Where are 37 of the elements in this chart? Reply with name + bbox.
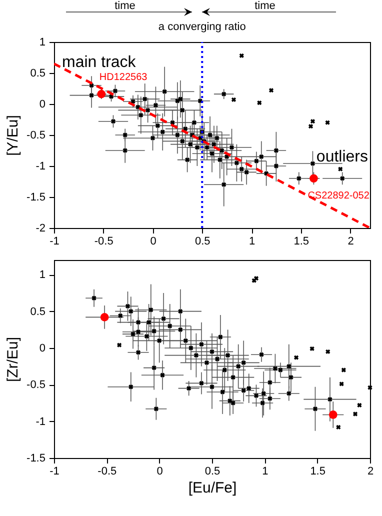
y-axis-title: [Zr/Eu] xyxy=(4,336,22,382)
y-tick-label: 0 xyxy=(39,342,46,354)
y-tick-label: -0.5 xyxy=(26,130,46,142)
x-tick-label: 0 xyxy=(150,236,156,248)
y-tick-label: 1 xyxy=(39,269,46,282)
annotation: HD122563 xyxy=(99,72,148,84)
x-tick-label: 0.5 xyxy=(204,466,220,478)
annotation: CS22892-052 xyxy=(308,190,370,202)
text: time xyxy=(254,0,276,12)
y-tick-label: -1.5 xyxy=(26,452,46,464)
ref-line-label: a converging ratio xyxy=(158,21,246,33)
x-tick-label: 0 xyxy=(156,466,163,478)
y-tick-label: 0.5 xyxy=(30,306,46,318)
y-tick-label: -0.5 xyxy=(26,379,46,392)
x-axis-title: [Eu/Fe] xyxy=(188,480,237,496)
x-tick-label: 1.5 xyxy=(310,466,326,478)
x-tick-label: 0.5 xyxy=(194,236,210,248)
x-tick-label: -0.5 xyxy=(98,466,117,478)
x-tick-label: 1.5 xyxy=(294,236,310,248)
x-tick-label: -1 xyxy=(50,466,60,478)
annotation: main track xyxy=(62,54,137,71)
y-tick-label: 1 xyxy=(39,36,46,48)
x-tick-label: 2 xyxy=(367,466,374,478)
x-tick-label: 1 xyxy=(262,466,268,478)
annotation: outliers xyxy=(316,148,368,166)
y-tick-label: -1.5 xyxy=(26,192,46,204)
y-tick-label: -1 xyxy=(36,416,46,428)
x-tick-label: 1 xyxy=(248,236,256,248)
x-tick-label: -1 xyxy=(50,236,60,248)
text: time xyxy=(114,0,136,12)
y-tick-label: 0 xyxy=(39,98,46,110)
y-axis-title: [Y/Eu] xyxy=(4,115,22,156)
x-tick-label: -0.5 xyxy=(94,236,114,248)
y-tick-label: -2 xyxy=(36,222,46,234)
y-tick-label: 0.5 xyxy=(30,68,46,80)
y-tick-label: -1 xyxy=(36,160,46,172)
x-tick-label: 2 xyxy=(348,236,354,248)
